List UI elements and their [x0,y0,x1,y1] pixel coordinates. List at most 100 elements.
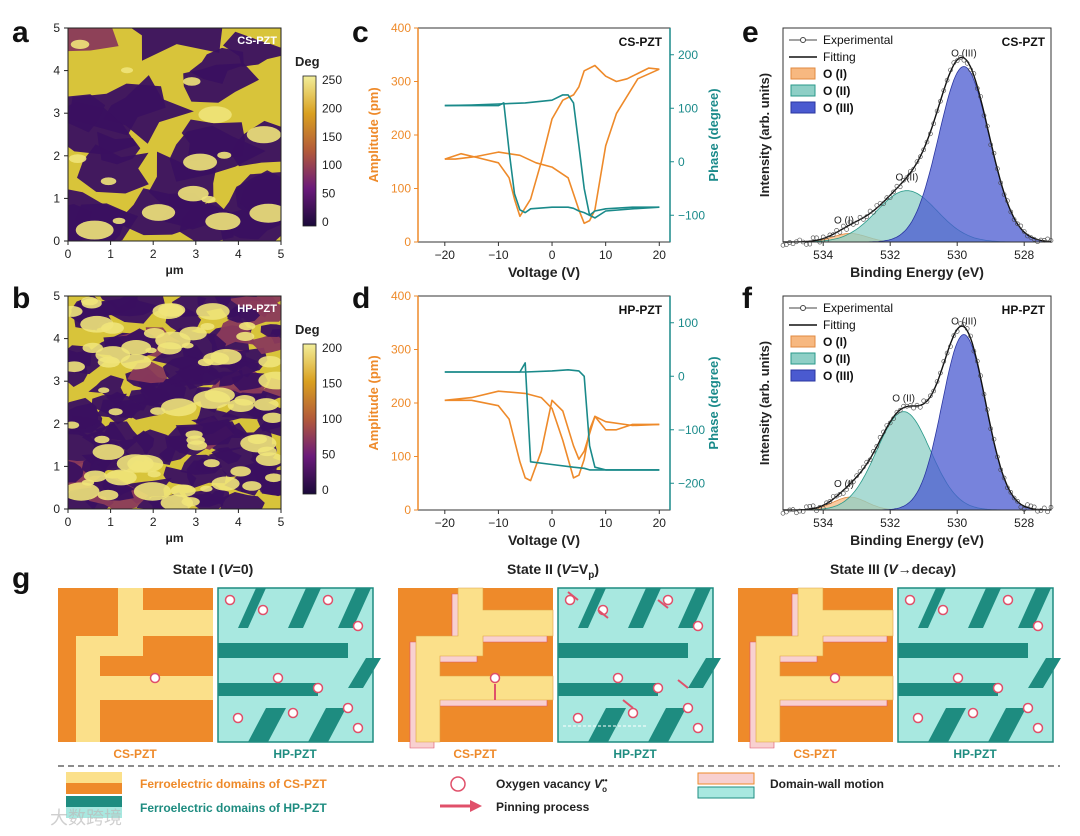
experimental-point [995,454,1000,460]
x-tick-label: −20 [435,248,456,262]
right-tick-label: −200 [678,476,705,490]
domain-patch [227,306,261,323]
experimental-point [841,223,846,229]
x-tick-label: 532 [880,248,900,262]
state-title: State III (V→decay) [830,561,956,577]
experimental-point [864,214,869,219]
experimental-point [975,86,980,91]
domain-patch [68,94,106,133]
hp-dark-stripe [898,643,1028,658]
experimental-point [988,142,993,147]
experimental-point [891,189,896,195]
experimental-point [1005,198,1010,203]
experimental-point [814,508,819,514]
domain-patch [128,381,162,406]
bright-patch [203,459,220,468]
oxygen-vacancy [1002,594,1014,606]
oxygen-vacancy [149,672,161,684]
y-tick-label: 3 [53,106,60,120]
hp-dark-stripe [688,658,721,688]
oxygen-vacancy [287,707,299,719]
left-tick-label: 0 [404,503,411,517]
bright-patch [158,303,186,317]
experimental-point [847,480,853,486]
x-tick-label: 5 [278,247,285,261]
hp-dark-stripe [928,708,966,742]
left-tick-label: 0 [404,235,411,249]
experimental-point [1011,495,1017,501]
oxygen-vacancy [272,672,284,684]
map-image [68,28,281,241]
oxygen-vacancy [692,620,704,632]
experimental-point [1035,508,1040,514]
y-tick-label: 0 [53,234,60,248]
panel-letter-c: c [352,16,369,49]
phase-line [444,102,660,217]
oxygen-vacancy [257,604,269,616]
bright-patch [198,106,232,123]
bright-patch [133,482,172,501]
x-tick-label: 5 [278,515,285,529]
left-tick-label: 400 [391,21,411,35]
oxygen-vacancy [342,702,354,714]
experimental-point [841,491,846,496]
experimental-point [961,57,967,63]
experimental-point [924,139,930,145]
legend-cs-label: Ferroelectric domains of CS-PZT [140,777,327,791]
domain-patch [223,31,281,67]
oxygen-vacancy [489,672,501,684]
oxygen-vacancy [652,682,664,694]
colorbar [302,343,317,495]
bright-patch [147,470,161,478]
hp-dark-stripe [348,658,381,688]
experimental-point [867,208,873,214]
bright-patch [80,315,114,333]
domain-patch [131,28,223,61]
y-tick-label: 2 [53,149,60,163]
experimental-point [908,169,913,174]
colorbar-tick-label: 200 [322,101,342,115]
x-tick-label: 4 [235,515,242,529]
y-tick-label: 5 [53,289,60,303]
legend-swatch [790,67,816,80]
peak-label: O (I) [834,215,854,226]
bright-patch [262,412,281,424]
y-tick-label: 4 [53,332,60,346]
plot-frame [782,27,1052,243]
bright-patch [68,421,80,429]
right-tick-label: −100 [678,423,705,437]
legend-label: O (III) [823,101,854,115]
hp-dark-stripe [308,708,346,742]
bright-patch [100,177,117,186]
bright-patch [121,340,152,356]
legend-wall-label: Domain-wall motion [770,777,884,791]
legend-label: O (II) [823,84,850,98]
legend-label: O (I) [823,335,847,349]
domain-patch [237,361,259,378]
xps-chart-hp: 534 532 530 528 Binding Energy (eV) Intensity… [757,295,1054,548]
legend-vacancy-label: Oxygen vacancy Vo•• [496,776,608,794]
legend-label: O (I) [823,67,847,81]
x-tick-label: 528 [1014,248,1034,262]
x-axis-label: μm [165,531,183,545]
peak-label: O (III) [951,49,977,60]
peak-label: O (II) [892,394,915,405]
legend-hp-swatch [66,796,122,818]
left-tick-label: 300 [391,75,411,89]
pinning-arrow [657,599,669,609]
panel-letter-b: b [12,282,31,315]
domain-patch [181,119,245,163]
plot-frame [417,27,671,243]
experimental-point [810,503,816,509]
experimental-point [964,326,970,331]
oxygen-vacancy [224,594,236,606]
oxygen-vacancy [692,722,704,734]
legend-swatch [790,352,816,365]
pinning-arrow [622,699,634,709]
bright-patch [108,408,123,416]
colorbar-tick-label: 150 [322,130,342,144]
experimental-point [968,67,973,73]
experimental-point [844,487,849,492]
bright-patch [200,485,213,492]
experimental-point [877,435,883,440]
